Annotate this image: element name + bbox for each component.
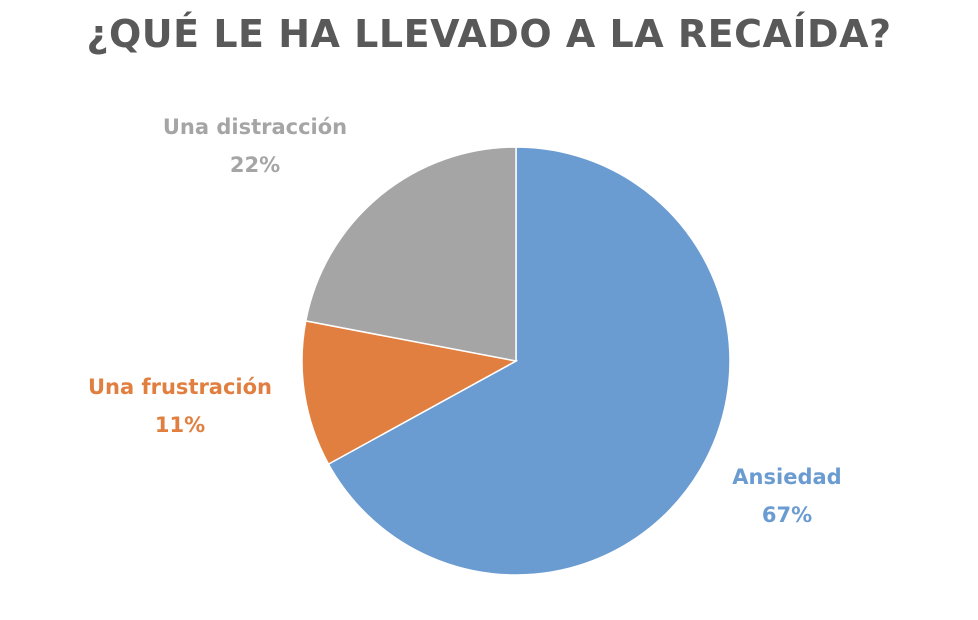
slice-label-ansiedad-name: Ansiedad (732, 465, 842, 489)
chart-title: ¿QUÉ LE HA LLEVADO A LA RECAÍDA? (86, 12, 892, 56)
slice-label-frustracion: Una frustración 11% (60, 368, 300, 444)
slice-label-frustracion-name: Una frustración (87, 375, 273, 399)
slice-label-distraccion-name: Una distracción (162, 115, 348, 139)
slice-label-distraccion: Una distracción 22% (140, 108, 370, 184)
slice-label-distraccion-value: 22% (229, 153, 281, 177)
slice-label-frustracion-value: 11% (154, 413, 206, 437)
slice-ansiedad (327, 146, 731, 576)
slice-frustracion (301, 320, 519, 466)
slice-distraccion (304, 146, 517, 362)
slice-label-ansiedad-value: 67% (761, 503, 813, 527)
slice-label-ansiedad: Ansiedad 67% (712, 458, 862, 534)
